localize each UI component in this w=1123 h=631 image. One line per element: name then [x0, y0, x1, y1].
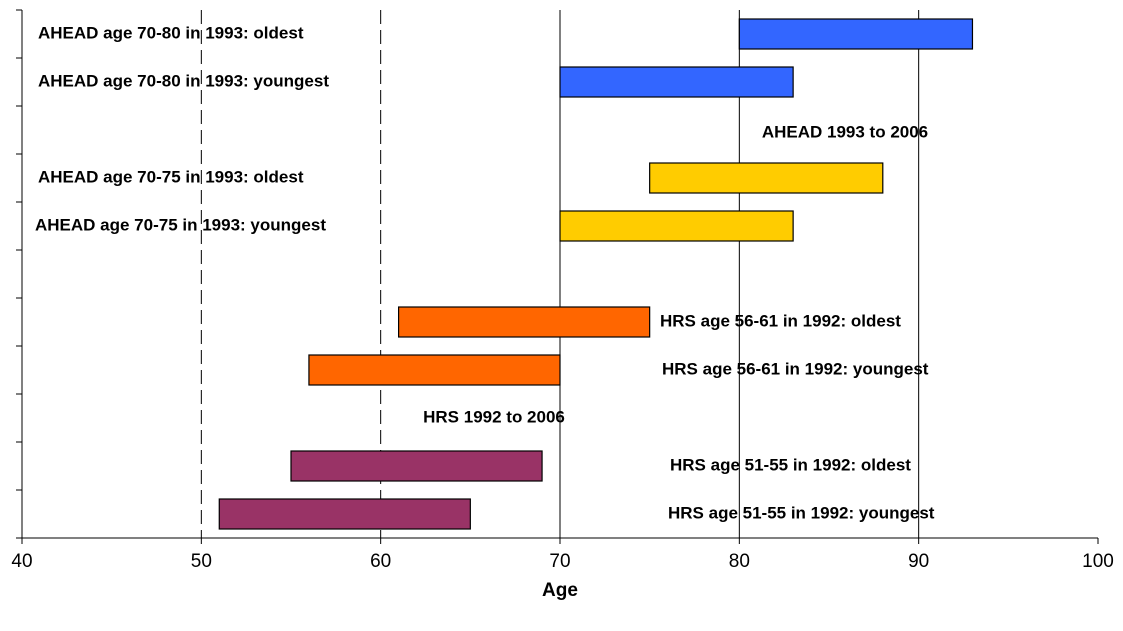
annotation: AHEAD 1993 to 2006 [762, 122, 928, 141]
bar [738, 18, 974, 50]
bar [398, 306, 651, 338]
bar-label: AHEAD age 70-80 in 1993: youngest [38, 71, 329, 90]
bar [308, 354, 561, 386]
x-tick-label: 50 [191, 551, 212, 572]
x-tick-label: 80 [729, 551, 750, 572]
annotation: HRS 1992 to 2006 [423, 407, 565, 426]
x-tick-label: 70 [549, 551, 570, 572]
bar-label: HRS age 56-61 in 1992: oldest [660, 311, 901, 330]
x-axis-title: Age [542, 580, 578, 601]
x-tick-label: 60 [370, 551, 391, 572]
bar [559, 210, 794, 242]
bar [218, 498, 471, 530]
bar-label: HRS age 56-61 in 1992: youngest [662, 359, 929, 378]
bar [559, 66, 794, 98]
bar-label: HRS age 51-55 in 1992: oldest [670, 455, 911, 474]
bar-label: AHEAD age 70-80 in 1993: oldest [38, 23, 304, 42]
bar [649, 162, 884, 194]
x-tick-label: 100 [1082, 551, 1114, 572]
bar-label: AHEAD age 70-75 in 1993: oldest [38, 167, 304, 186]
x-tick-label: 90 [908, 551, 929, 572]
bar [290, 450, 543, 482]
bar-label: HRS age 51-55 in 1992: youngest [668, 503, 935, 522]
bar-label: AHEAD age 70-75 in 1993: youngest [35, 215, 326, 234]
x-tick-label: 40 [11, 551, 32, 572]
